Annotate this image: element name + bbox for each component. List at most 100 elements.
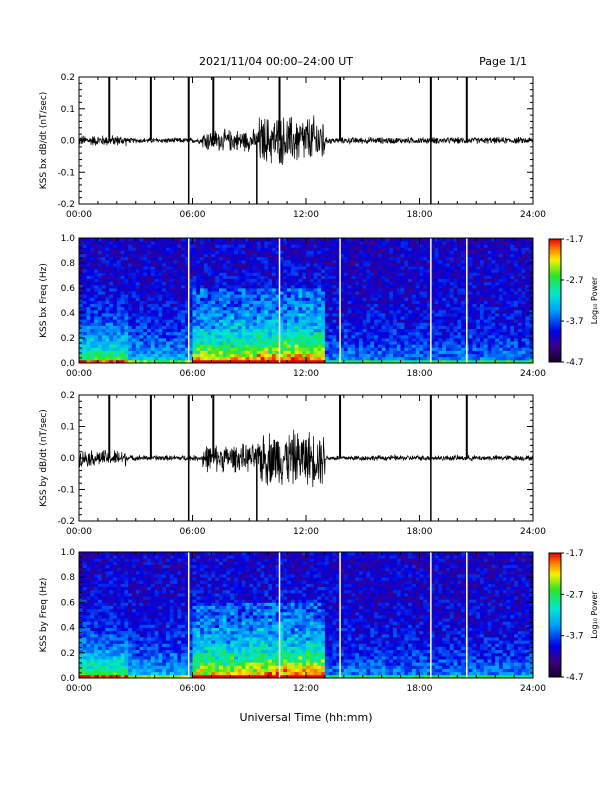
spectrogram-cell — [411, 300, 417, 305]
spectrogram-cell — [332, 281, 337, 286]
spectrogram-cell — [241, 334, 246, 339]
spectrogram-cell — [275, 338, 280, 342]
spectrogram-cell — [279, 316, 284, 320]
spectrogram-cell — [506, 263, 511, 267]
spectrogram-cell — [525, 309, 530, 314]
spectrogram-cell — [105, 344, 110, 348]
spectrogram-cell — [351, 350, 356, 355]
spectrogram-cell — [287, 253, 292, 258]
spectrogram-cell — [525, 288, 530, 292]
spectrogram-cell — [374, 350, 379, 355]
spectrogram-cell — [328, 284, 333, 289]
spectrogram-cell — [294, 275, 299, 280]
spectrogram-cell — [430, 356, 436, 361]
spectrogram-cell — [287, 294, 292, 298]
spectrogram-cell — [147, 284, 152, 289]
spectrogram-cell — [370, 344, 375, 348]
spectrogram-cell — [192, 288, 197, 292]
spectrogram-cell — [381, 256, 386, 261]
spectrogram-cell — [415, 331, 420, 336]
spectrogram-cell — [196, 288, 201, 292]
spectrogram-cell — [362, 256, 367, 261]
spectrogram-cell — [514, 316, 519, 320]
spectrogram-cell — [468, 300, 473, 305]
spectrogram-cell — [143, 331, 148, 336]
spectrogram-cell — [211, 259, 216, 264]
spectrogram-cell — [468, 341, 473, 345]
spectrogram-cell — [113, 353, 118, 358]
spectrogram-cell — [211, 284, 216, 289]
spectrogram-cell — [332, 247, 337, 251]
spectrogram-cell — [340, 244, 345, 248]
spectrogram-cell — [105, 316, 110, 320]
spectrogram-cell — [506, 356, 511, 361]
spectrogram-cell — [169, 281, 174, 286]
spectrogram-cell — [79, 300, 84, 305]
spectrogram-cell — [143, 288, 148, 292]
spectrogram-cell — [355, 297, 360, 301]
spectrogram-cell — [241, 278, 246, 283]
spectrogram-cell — [215, 238, 220, 242]
spectrogram-cell — [374, 269, 379, 273]
spectrogram-cell — [166, 359, 171, 364]
spectrogram-cell — [309, 325, 314, 330]
spectrogram-cell — [381, 344, 386, 348]
spectrogram-cell — [256, 322, 261, 326]
spectrogram-cell — [150, 319, 156, 323]
spectrogram-cell — [177, 316, 182, 320]
spectrogram-cell — [385, 350, 390, 355]
spectrogram-cell — [317, 316, 322, 320]
spectrogram-cell — [150, 313, 156, 317]
spectrogram-cell — [237, 316, 243, 320]
spectrogram-cell — [476, 306, 481, 311]
spectrogram-cell — [260, 247, 265, 251]
spectrogram-cell — [374, 241, 379, 245]
spectrogram-cell — [215, 266, 220, 270]
spectrogram-cell — [434, 269, 439, 273]
spectrogram-cell — [169, 297, 174, 301]
spectrogram-cell — [188, 297, 193, 301]
spectrogram-cell — [468, 278, 473, 283]
spectrogram-cell — [449, 303, 454, 308]
spectrogram-cell — [419, 322, 424, 326]
spectrogram-cell — [404, 269, 409, 273]
spectrogram-cell — [268, 284, 273, 289]
spectrogram-cell — [79, 313, 84, 317]
spectrogram-cell — [517, 256, 523, 261]
spectrogram-cell — [358, 356, 364, 361]
spectrogram-cell — [158, 238, 163, 242]
spectrogram-cell — [241, 338, 246, 342]
spectrogram-cell — [400, 319, 405, 323]
spectrogram-cell — [445, 347, 451, 351]
spectrogram-cell — [302, 250, 307, 255]
spectrogram-cell — [158, 325, 163, 330]
spectrogram-cell — [158, 297, 163, 301]
spectrogram-cell — [317, 253, 322, 258]
spectrogram-cell — [514, 297, 519, 301]
spectrogram-cell — [419, 334, 424, 339]
spectrogram-cell — [184, 275, 190, 280]
spectrogram-cell — [109, 303, 114, 308]
spectrogram-cell — [324, 328, 330, 333]
spectrogram-cell — [264, 334, 269, 339]
spectrogram-cell — [116, 353, 122, 358]
spectrogram-cell — [309, 316, 314, 320]
spectrogram-cell — [529, 303, 534, 308]
spectrogram-cell — [256, 347, 261, 351]
spectrogram-cell — [173, 272, 178, 276]
spectrogram-cell — [166, 306, 171, 311]
spectrogram-cell — [253, 359, 258, 364]
spectrogram-cell — [453, 250, 458, 255]
spectrogram-cell — [483, 309, 488, 314]
spectrogram-cell — [294, 288, 299, 292]
spectrogram-cell — [124, 359, 129, 364]
spectrogram-cell — [82, 300, 87, 305]
spectrogram-cell — [279, 331, 284, 336]
spectrogram-cell — [302, 284, 307, 289]
spectrogram-cell — [408, 322, 413, 326]
spectrogram-cell — [324, 325, 330, 330]
spectrogram-cell — [336, 269, 341, 273]
spectrogram-cell — [438, 300, 443, 305]
spectrogram-cell — [215, 244, 220, 248]
spectrogram-cell — [101, 350, 106, 355]
